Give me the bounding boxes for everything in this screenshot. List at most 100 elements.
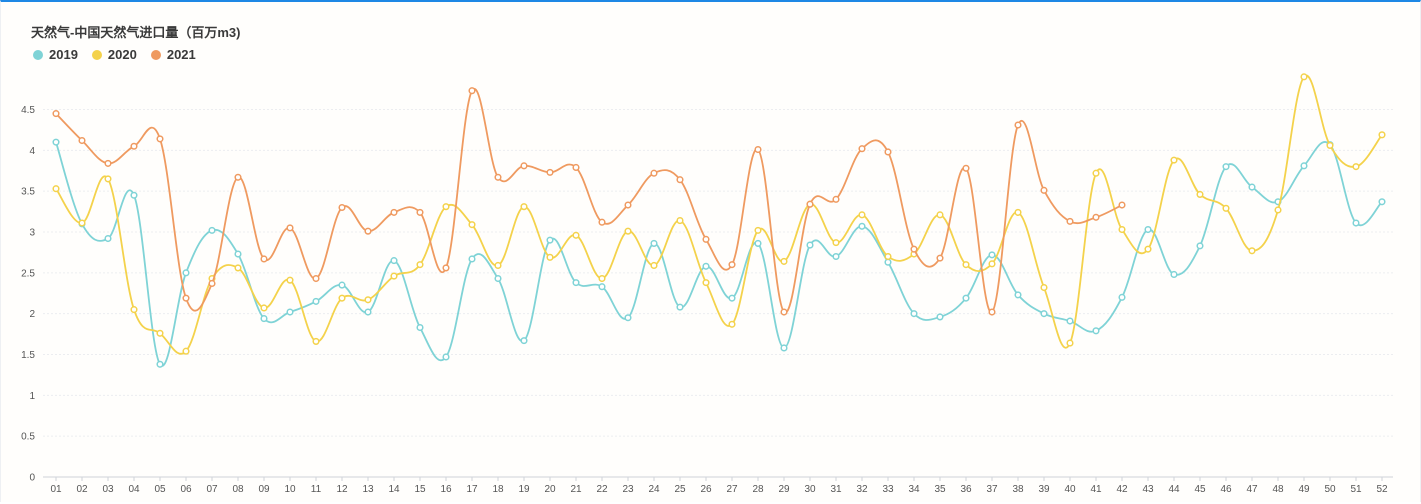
data-point-2019-13[interactable] — [365, 309, 371, 315]
data-point-2021-36[interactable] — [963, 166, 969, 172]
data-point-2020-08[interactable] — [235, 265, 241, 271]
data-point-2020-05[interactable] — [157, 330, 163, 336]
data-point-2021-31[interactable] — [833, 197, 839, 203]
data-point-2021-01[interactable] — [53, 111, 59, 117]
data-point-2019-09[interactable] — [261, 316, 267, 322]
data-point-2021-17[interactable] — [469, 88, 475, 94]
data-point-2021-13[interactable] — [365, 228, 371, 234]
data-point-2019-22[interactable] — [599, 284, 605, 290]
data-point-2019-45[interactable] — [1197, 243, 1203, 249]
data-point-2021-24[interactable] — [651, 170, 657, 176]
data-point-2020-32[interactable] — [859, 212, 865, 218]
data-point-2021-21[interactable] — [573, 165, 579, 171]
data-point-2020-09[interactable] — [261, 305, 267, 311]
data-point-2019-33[interactable] — [885, 259, 891, 265]
data-point-2020-22[interactable] — [599, 276, 605, 282]
data-point-2020-49[interactable] — [1301, 74, 1307, 80]
data-point-2021-16[interactable] — [443, 265, 449, 271]
data-point-2019-07[interactable] — [209, 228, 215, 234]
data-point-2019-26[interactable] — [703, 264, 709, 270]
data-point-2019-40[interactable] — [1067, 318, 1073, 324]
data-point-2020-28[interactable] — [755, 228, 761, 234]
data-point-2020-33[interactable] — [885, 254, 891, 260]
data-point-2020-52[interactable] — [1379, 132, 1385, 138]
data-point-2021-32[interactable] — [859, 146, 865, 152]
data-point-2021-26[interactable] — [703, 237, 709, 243]
data-point-2021-04[interactable] — [131, 143, 137, 149]
data-point-2019-14[interactable] — [391, 258, 397, 264]
data-point-2020-18[interactable] — [495, 263, 501, 269]
data-point-2019-03[interactable] — [105, 236, 111, 242]
data-point-2020-15[interactable] — [417, 262, 423, 268]
data-point-2019-23[interactable] — [625, 315, 631, 321]
data-point-2019-27[interactable] — [729, 295, 735, 301]
data-point-2019-05[interactable] — [157, 362, 163, 368]
data-point-2019-11[interactable] — [313, 299, 319, 305]
data-point-2020-21[interactable] — [573, 232, 579, 238]
data-point-2020-13[interactable] — [365, 297, 371, 303]
data-point-2019-20[interactable] — [547, 237, 553, 243]
data-point-2021-28[interactable] — [755, 147, 761, 153]
data-point-2021-35[interactable] — [937, 255, 943, 261]
data-point-2020-43[interactable] — [1145, 246, 1151, 252]
data-point-2021-11[interactable] — [313, 276, 319, 282]
data-point-2019-35[interactable] — [937, 314, 943, 320]
data-point-2019-21[interactable] — [573, 280, 579, 286]
data-point-2021-08[interactable] — [235, 174, 241, 180]
data-point-2020-31[interactable] — [833, 240, 839, 246]
data-point-2019-49[interactable] — [1301, 163, 1307, 169]
data-point-2021-37[interactable] — [989, 309, 995, 315]
data-point-2021-25[interactable] — [677, 177, 683, 183]
data-point-2021-03[interactable] — [105, 161, 111, 167]
data-point-2019-06[interactable] — [183, 270, 189, 276]
data-point-2019-36[interactable] — [963, 295, 969, 301]
data-point-2019-04[interactable] — [131, 192, 137, 198]
data-point-2019-38[interactable] — [1015, 292, 1021, 298]
data-point-2021-19[interactable] — [521, 163, 527, 169]
data-point-2021-34[interactable] — [911, 246, 917, 252]
data-point-2019-17[interactable] — [469, 256, 475, 262]
data-point-2021-22[interactable] — [599, 219, 605, 225]
data-point-2020-12[interactable] — [339, 295, 345, 301]
data-point-2020-14[interactable] — [391, 273, 397, 279]
data-point-2020-42[interactable] — [1119, 227, 1125, 233]
data-point-2020-35[interactable] — [937, 212, 943, 218]
data-point-2021-02[interactable] — [79, 138, 85, 144]
data-point-2020-38[interactable] — [1015, 210, 1021, 216]
data-point-2019-18[interactable] — [495, 276, 501, 282]
data-point-2021-33[interactable] — [885, 149, 891, 155]
data-point-2021-05[interactable] — [157, 136, 163, 142]
data-point-2019-41[interactable] — [1093, 328, 1099, 334]
data-point-2019-47[interactable] — [1249, 184, 1255, 190]
data-point-2020-03[interactable] — [105, 176, 111, 182]
data-point-2019-46[interactable] — [1223, 164, 1229, 170]
data-point-2019-29[interactable] — [781, 345, 787, 351]
data-point-2020-19[interactable] — [521, 204, 527, 210]
data-point-2021-14[interactable] — [391, 210, 397, 216]
data-point-2020-16[interactable] — [443, 204, 449, 210]
data-point-2020-48[interactable] — [1275, 207, 1281, 213]
data-point-2020-50[interactable] — [1327, 143, 1333, 149]
data-point-2019-01[interactable] — [53, 139, 59, 145]
data-point-2020-45[interactable] — [1197, 192, 1203, 198]
data-point-2020-51[interactable] — [1353, 164, 1359, 170]
data-point-2020-10[interactable] — [287, 277, 293, 283]
data-point-2020-36[interactable] — [963, 262, 969, 268]
data-point-2020-41[interactable] — [1093, 170, 1099, 176]
data-point-2019-39[interactable] — [1041, 311, 1047, 317]
data-point-2021-41[interactable] — [1093, 215, 1099, 221]
data-point-2020-02[interactable] — [79, 220, 85, 226]
data-point-2019-51[interactable] — [1353, 220, 1359, 226]
data-point-2020-06[interactable] — [183, 348, 189, 354]
data-point-2020-20[interactable] — [547, 255, 553, 261]
data-point-2021-07[interactable] — [209, 281, 215, 287]
data-point-2019-12[interactable] — [339, 282, 345, 288]
data-point-2019-19[interactable] — [521, 338, 527, 344]
data-point-2021-29[interactable] — [781, 309, 787, 315]
data-point-2021-06[interactable] — [183, 295, 189, 301]
data-point-2019-08[interactable] — [235, 251, 241, 257]
data-point-2019-16[interactable] — [443, 354, 449, 360]
data-point-2019-25[interactable] — [677, 304, 683, 310]
data-point-2020-44[interactable] — [1171, 157, 1177, 163]
data-point-2019-37[interactable] — [989, 252, 995, 258]
